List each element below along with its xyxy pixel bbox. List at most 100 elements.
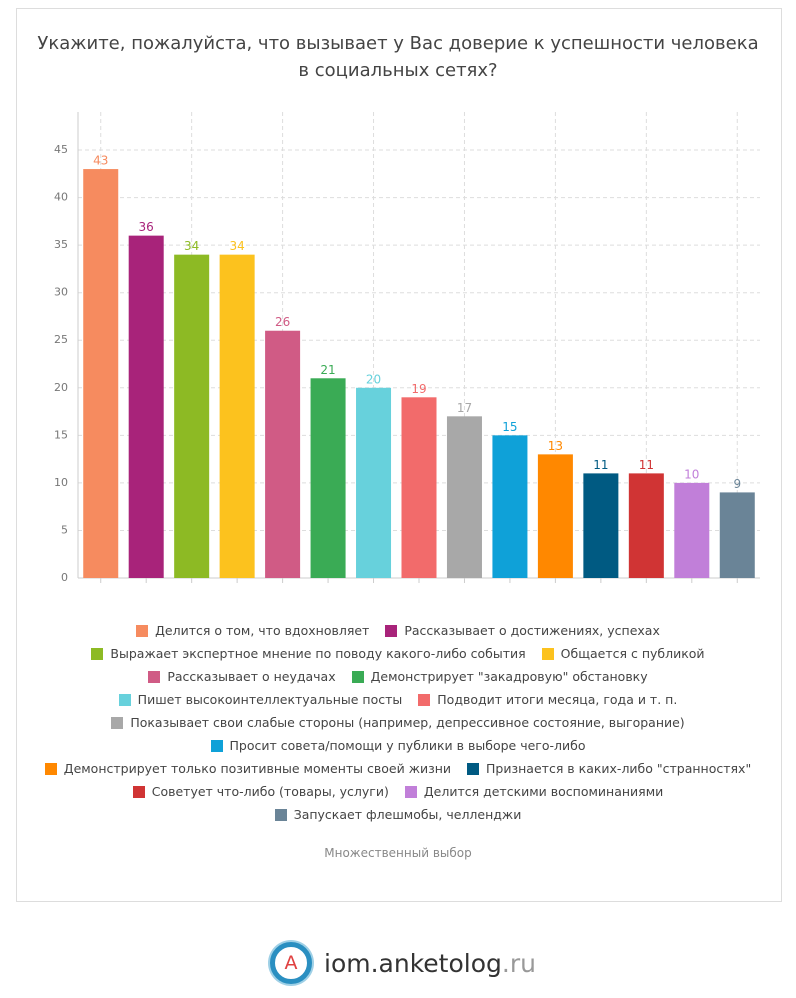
bar xyxy=(628,473,664,578)
bar xyxy=(719,492,755,578)
value-label: 20 xyxy=(366,372,381,386)
legend-swatch xyxy=(351,670,364,683)
y-tick-label: 40 xyxy=(54,191,68,204)
legend-item: Демонстрирует "закадровую" обстановку xyxy=(351,669,648,684)
legend-item: Делится о том, что вдохновляет xyxy=(136,623,369,638)
value-label: 34 xyxy=(184,239,199,253)
legend-label: Делится детскими воспоминаниями xyxy=(423,784,664,799)
bar xyxy=(674,482,710,578)
legend-swatch xyxy=(418,693,431,706)
legend-row: Делится о том, что вдохновляет Рассказыва… xyxy=(20,619,776,642)
y-tick-label: 5 xyxy=(61,523,68,536)
brand-name: iom.anketolog xyxy=(324,948,502,978)
legend-item: Просит совета/помощи у публики в выборе … xyxy=(210,738,586,753)
value-label: 11 xyxy=(639,458,654,472)
y-tick-label: 30 xyxy=(54,286,68,299)
bar xyxy=(128,235,164,578)
bar xyxy=(492,435,528,578)
legend-item: Демонстрирует только позитивные моменты … xyxy=(44,761,452,776)
note: Множественный выбор xyxy=(324,846,472,860)
legend-item: Рассказывает о неудачах xyxy=(148,669,336,684)
legend-swatch xyxy=(274,808,287,821)
legend-swatch xyxy=(385,624,398,637)
bar xyxy=(310,378,346,578)
value-label: 26 xyxy=(275,315,290,329)
brand-tld: .ru xyxy=(501,948,536,978)
legend-swatch xyxy=(541,647,554,660)
legend-label: Общается с публикой xyxy=(560,646,705,661)
value-label: 13 xyxy=(548,439,563,453)
legend-row: Просит совета/помощи у публики в выборе … xyxy=(20,734,776,757)
legend-swatch xyxy=(118,693,131,706)
chart: 0 5 10 15 20 25 30 35 40 45 43 36 34 34 26 21 20 19 17 15 13… xyxy=(54,112,760,584)
legend-swatch xyxy=(44,762,57,775)
value-label: 34 xyxy=(229,239,244,253)
value-label: 43 xyxy=(93,154,108,168)
legend-item: Подводит итоги месяца, года и т. п. xyxy=(418,692,677,707)
legend: Делится о том, что вдохновляет Рассказыва… xyxy=(20,619,776,826)
legend-row: Запускает флешмобы, челленджи xyxy=(20,803,776,826)
value-label: 17 xyxy=(457,401,472,415)
value-label: 21 xyxy=(320,363,335,377)
legend-item: Общается с публикой xyxy=(541,646,705,661)
legend-swatch xyxy=(404,785,417,798)
legend-row: Демонстрирует только позитивные моменты … xyxy=(20,757,776,780)
logo: A xyxy=(270,942,312,984)
card xyxy=(16,8,782,902)
y-tick-label: 15 xyxy=(54,428,68,441)
legend-swatch xyxy=(210,739,223,752)
y-tick-label: 25 xyxy=(54,333,68,346)
bar xyxy=(401,397,437,578)
legend-label: Рассказывает о достижениях, успехах xyxy=(404,623,660,638)
legend-label: Рассказывает о неудачах xyxy=(167,669,336,684)
legend-item: Показывает свои слабые стороны (например… xyxy=(111,715,685,730)
legend-row: Советует что-либо (товары, услуги) Делитс… xyxy=(20,780,776,803)
bar xyxy=(537,454,573,578)
legend-item: Запускает флешмобы, челленджи xyxy=(274,807,522,822)
legend-label: Запускает флешмобы, челленджи xyxy=(293,807,522,822)
legend-swatch xyxy=(136,624,149,637)
legend-label: Демонстрирует только позитивные моменты … xyxy=(63,761,452,776)
bar xyxy=(83,169,119,578)
value-label: 15 xyxy=(502,420,517,434)
legend-label: Пишет высокоинтеллектуальные посты xyxy=(137,692,403,707)
legend-label: Признается в каких-либо "странностях" xyxy=(486,761,752,776)
legend-row: Пишет высокоинтеллектуальные посты Подвод… xyxy=(20,688,776,711)
legend-swatch xyxy=(111,716,124,729)
legend-item: Пишет высокоинтеллектуальные посты xyxy=(118,692,403,707)
legend-label: Выражает экспертное мнение по поводу как… xyxy=(110,646,526,661)
y-tick-label: 35 xyxy=(54,238,68,251)
legend-swatch xyxy=(148,670,161,683)
bar xyxy=(446,416,482,578)
legend-label: Просит совета/помощи у публики в выборе … xyxy=(229,738,586,753)
legend-item: Рассказывает о достижениях, успехах xyxy=(385,623,660,638)
value-label: 9 xyxy=(733,477,741,491)
value-label: 10 xyxy=(684,467,699,481)
legend-row: Выражает экспертное мнение по поводу как… xyxy=(20,642,776,665)
bar xyxy=(219,254,255,578)
bar xyxy=(356,387,392,578)
chart-title: Укажите, пожалуйста, что вызывает у Вас … xyxy=(37,33,759,81)
legend-item: Признается в каких-либо "странностях" xyxy=(467,761,751,776)
legend-label: Демонстрирует "закадровую" обстановку xyxy=(370,669,648,684)
legend-swatch xyxy=(467,762,480,775)
value-label: 11 xyxy=(593,458,608,472)
legend-label: Подводит итоги месяца, года и т. п. xyxy=(437,692,678,707)
value-label: 19 xyxy=(411,382,426,396)
legend-item: Выражает экспертное мнение по поводу как… xyxy=(91,646,526,661)
legend-label: Советует что-либо (товары, услуги) xyxy=(151,784,389,799)
bar xyxy=(265,330,301,578)
legend-row: Показывает свои слабые стороны (например… xyxy=(20,711,776,734)
y-tick-label: 45 xyxy=(54,143,68,156)
legend-item: Советует что-либо (товары, услуги) xyxy=(132,784,389,799)
y-tick-label: 0 xyxy=(61,571,68,584)
legend-swatch xyxy=(91,647,104,660)
brand: A iom.anketolog .ru xyxy=(270,942,536,984)
legend-label: Делится о том, что вдохновляет xyxy=(155,623,370,638)
legend-label: Показывает свои слабые стороны (например… xyxy=(130,715,685,730)
legend-item: Делится детскими воспоминаниями xyxy=(404,784,664,799)
bar xyxy=(174,254,210,578)
value-label: 36 xyxy=(139,220,154,234)
legend-swatch xyxy=(132,785,145,798)
